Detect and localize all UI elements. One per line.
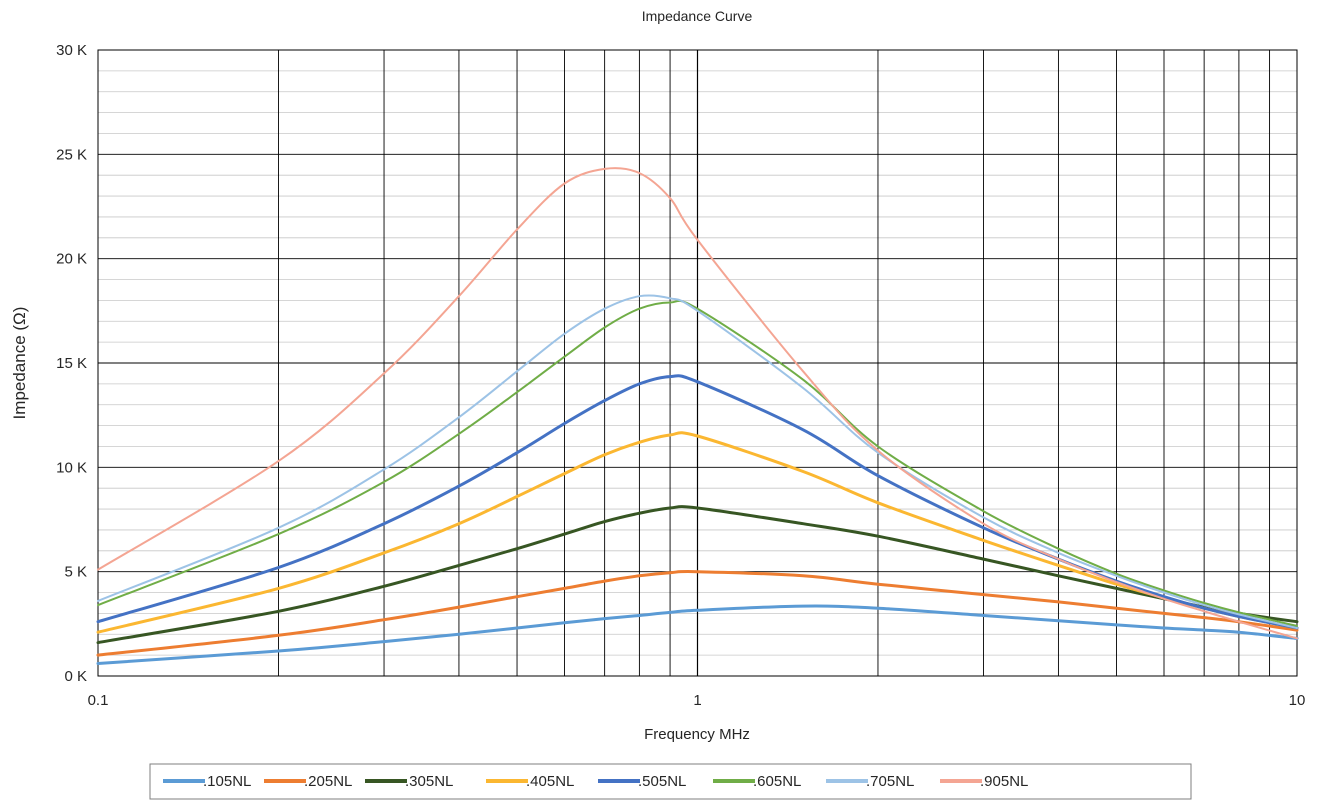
- chart-title: Impedance Curve: [642, 8, 753, 24]
- legend-item: .705NL: [826, 773, 914, 790]
- x-tick-label: 0.1: [88, 692, 109, 709]
- legend-label: .405NL: [526, 773, 574, 790]
- legend-label: .705NL: [866, 773, 914, 790]
- y-tick-label: 25 K: [56, 146, 87, 163]
- legend-item: .405NL: [486, 773, 574, 790]
- series-line-1: [96, 570, 1299, 657]
- series-line-4: [96, 374, 1299, 630]
- legend-label: .305NL: [405, 773, 453, 790]
- legend-label: .505NL: [638, 773, 686, 790]
- legend-label: .605NL: [753, 773, 801, 790]
- legend-label: .905NL: [980, 773, 1028, 790]
- y-tick-label: 15 K: [56, 355, 87, 372]
- legend: .105NL .205NL .305NL .405NL .505NL .605NL .705…: [163, 773, 1028, 790]
- series-line-2: [96, 505, 1299, 645]
- legend-label: .105NL: [203, 773, 251, 790]
- legend-item: .305NL: [365, 773, 453, 790]
- y-tick-label: 5 K: [64, 564, 87, 581]
- x-tick-label: 10: [1289, 692, 1306, 709]
- legend-item: .505NL: [598, 773, 686, 790]
- y-axis-label: Impedance (Ω): [10, 307, 29, 420]
- y-axis-tick-labels: 0 K 5 K 10 K 15 K 20 K 25 K 30 K: [56, 42, 87, 685]
- grid-lines: [98, 50, 1297, 676]
- series-line-6: [97, 294, 1298, 629]
- series-line-5: [97, 299, 1298, 627]
- y-tick-label: 0 K: [64, 668, 87, 685]
- y-tick-label: 10 K: [56, 459, 87, 476]
- series-line-0: [96, 604, 1299, 665]
- x-axis-tick-labels: 0.1 1 10: [88, 692, 1306, 709]
- y-tick-label: 20 K: [56, 251, 87, 268]
- y-tick-label: 30 K: [56, 42, 87, 59]
- legend-item: .605NL: [713, 773, 801, 790]
- plot-area-border: [97, 49, 1298, 677]
- legend-item: .205NL: [264, 773, 352, 790]
- legend-label: .205NL: [304, 773, 352, 790]
- legend-frame: [149, 763, 1192, 800]
- x-axis-label: Frequency MHz: [644, 726, 750, 743]
- series-line-7: [97, 167, 1298, 640]
- x-tick-label: 1: [693, 692, 701, 709]
- legend-item: .105NL: [163, 773, 251, 790]
- series-layer: [96, 167, 1299, 665]
- legend-item: .905NL: [940, 773, 1028, 790]
